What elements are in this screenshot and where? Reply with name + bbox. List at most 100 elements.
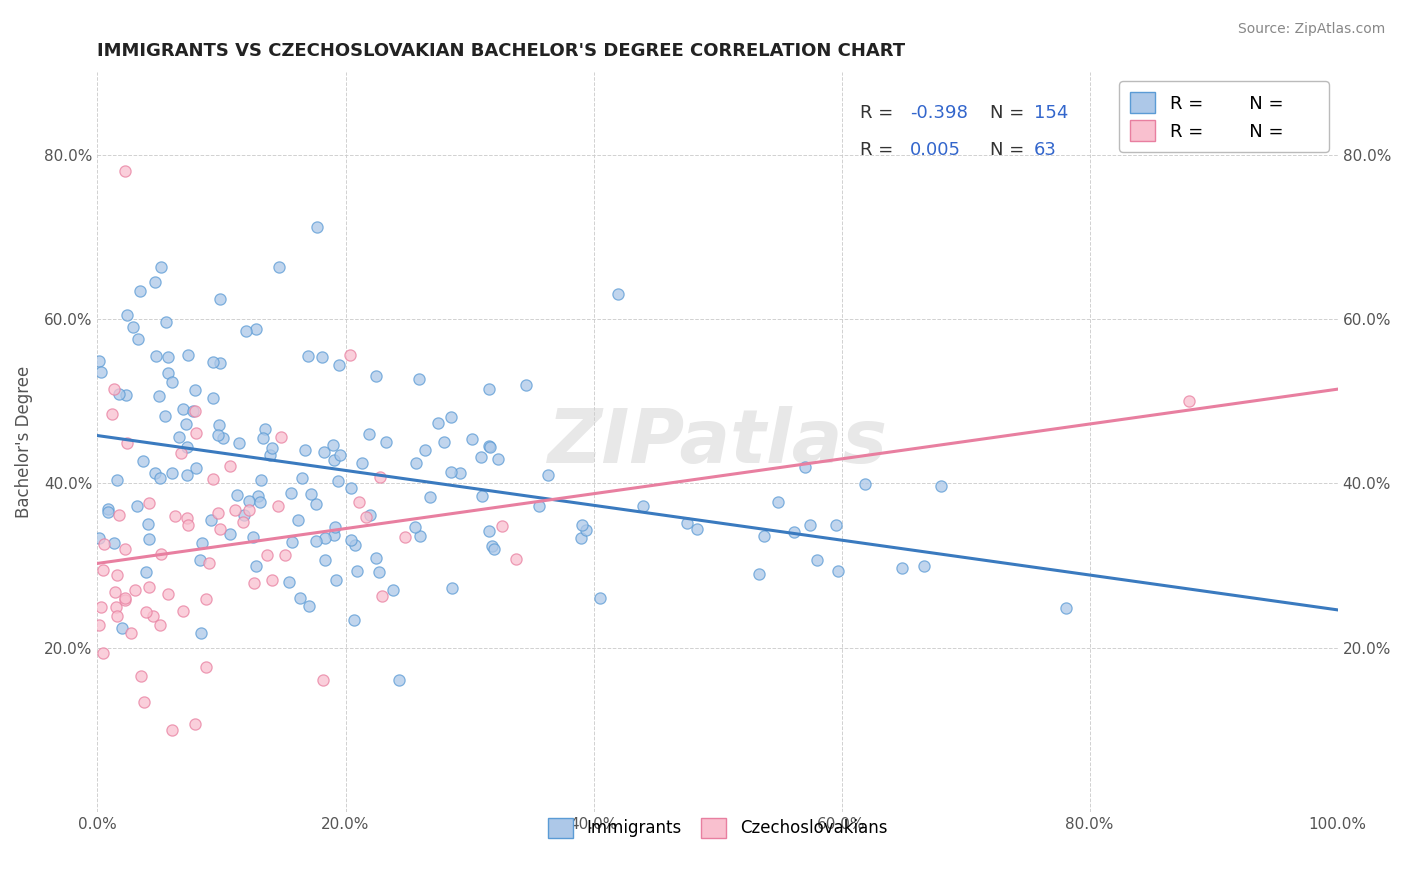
Point [914, 559, 936, 574]
Point [235, 324, 257, 338]
Text: 154: 154 [1033, 104, 1069, 122]
Point [298, 599, 321, 613]
Point [107, 387, 129, 401]
Point [115, 436, 138, 450]
Text: IMMIGRANTS VS CZECHOSLOVAKIAN BACHELOR'S DEGREE CORRELATION CHART: IMMIGRANTS VS CZECHOSLOVAKIAN BACHELOR'S… [97, 42, 905, 60]
Point [176, 467, 198, 482]
Point [172, 402, 194, 417]
Point [149, 471, 172, 485]
Point [105, 568, 128, 582]
Point [89, 354, 111, 368]
Point [129, 669, 152, 683]
Point [394, 530, 416, 544]
Point [347, 495, 370, 509]
Point [259, 448, 281, 462]
Point [89, 618, 111, 632]
Text: R =: R = [860, 104, 893, 122]
Point [135, 566, 157, 580]
Point [138, 532, 160, 546]
Point [172, 604, 194, 618]
Point [381, 582, 404, 597]
Point [160, 375, 183, 389]
Point [120, 626, 142, 640]
Point [115, 388, 138, 402]
Point [153, 409, 176, 423]
Point [232, 515, 254, 529]
Point [343, 538, 366, 552]
Point [202, 391, 225, 405]
Point [270, 430, 292, 444]
Point [806, 553, 828, 567]
Point [440, 466, 463, 480]
Point [127, 332, 149, 346]
Point [405, 456, 427, 470]
Point [228, 436, 250, 450]
Point [891, 561, 914, 575]
Point [209, 522, 232, 536]
Point [748, 567, 770, 582]
Point [91, 563, 114, 577]
Point [371, 589, 394, 603]
Point [232, 508, 254, 523]
Point [160, 723, 183, 737]
Point [184, 404, 207, 418]
Text: 63: 63 [1033, 141, 1057, 159]
Point [491, 518, 513, 533]
Point [90, 599, 112, 614]
Point [478, 524, 501, 538]
Point [238, 494, 260, 508]
Point [413, 442, 436, 457]
Point [505, 552, 527, 566]
Point [537, 468, 560, 483]
Point [294, 442, 316, 457]
Point [208, 417, 231, 432]
Point [190, 626, 212, 640]
Point [170, 446, 193, 460]
Point [138, 496, 160, 510]
Point [105, 473, 128, 487]
Point [515, 378, 537, 392]
Point [409, 529, 432, 543]
Point [571, 518, 593, 533]
Point [174, 417, 197, 431]
Point [262, 573, 284, 587]
Point [574, 523, 596, 537]
Point [357, 427, 380, 442]
Point [212, 431, 235, 445]
Text: N =: N = [990, 104, 1025, 122]
Point [312, 673, 335, 687]
Point [245, 558, 267, 573]
Point [782, 524, 804, 539]
Point [686, 522, 709, 536]
Point [291, 471, 314, 485]
Point [478, 440, 501, 454]
Point [481, 539, 503, 553]
Point [176, 517, 198, 532]
Point [249, 495, 271, 509]
Point [254, 422, 277, 436]
Point [827, 564, 849, 578]
Point [114, 541, 136, 556]
Point [305, 533, 328, 548]
Point [207, 507, 229, 521]
Point [104, 585, 127, 599]
Point [208, 292, 231, 306]
Point [281, 534, 304, 549]
Point [198, 557, 221, 571]
Point [853, 477, 876, 491]
Point [90, 365, 112, 379]
Point [224, 503, 246, 517]
Point [374, 435, 396, 450]
Point [929, 479, 952, 493]
Point [299, 487, 322, 501]
Point [132, 695, 155, 709]
Point [343, 613, 366, 627]
Point [184, 426, 207, 441]
Point [589, 591, 612, 605]
Point [150, 547, 173, 561]
Text: N =: N = [990, 141, 1025, 159]
Point [766, 495, 789, 509]
Point [288, 591, 311, 605]
Point [280, 485, 302, 500]
Point [346, 565, 368, 579]
